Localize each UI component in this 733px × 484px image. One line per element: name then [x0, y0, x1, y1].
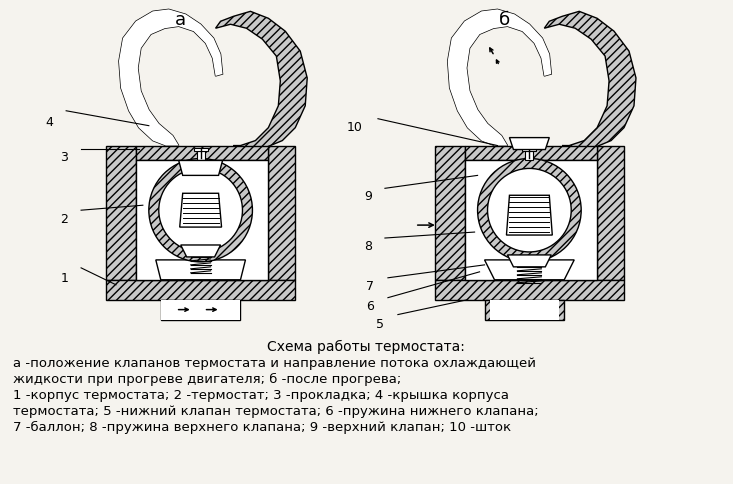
Polygon shape [523, 148, 537, 151]
Polygon shape [465, 161, 597, 280]
Polygon shape [161, 300, 240, 319]
Polygon shape [216, 11, 307, 151]
Circle shape [149, 158, 252, 262]
Polygon shape [136, 161, 268, 280]
Polygon shape [435, 146, 465, 280]
Text: 7: 7 [366, 280, 374, 293]
Polygon shape [507, 255, 551, 267]
Polygon shape [161, 265, 240, 280]
Polygon shape [509, 137, 549, 150]
Polygon shape [465, 146, 597, 161]
Polygon shape [119, 9, 223, 146]
Polygon shape [597, 146, 624, 280]
Text: 4: 4 [45, 116, 54, 129]
Text: Схема работы термостата:: Схема работы термостата: [267, 339, 465, 353]
Polygon shape [448, 9, 551, 146]
Polygon shape [435, 280, 624, 300]
Text: 2: 2 [60, 213, 68, 226]
Polygon shape [490, 300, 559, 319]
Text: 10: 10 [347, 121, 363, 134]
Polygon shape [268, 146, 295, 280]
Text: 3: 3 [60, 151, 68, 164]
Text: жидкости при прогреве двигателя; б -после прогрева;: жидкости при прогреве двигателя; б -посл… [13, 373, 402, 386]
Polygon shape [179, 161, 223, 175]
Text: 9: 9 [364, 190, 372, 203]
Text: термостата; 5 -нижний клапан термостата; 6 -пружина нижнего клапана;: термостата; 5 -нижний клапан термостата;… [13, 405, 539, 418]
Text: 7 -баллон; 8 -пружина верхнего клапана; 9 -верхний клапан; 10 -шток: 7 -баллон; 8 -пружина верхнего клапана; … [13, 421, 512, 434]
Polygon shape [485, 260, 574, 280]
Text: б: б [499, 11, 510, 30]
Polygon shape [106, 146, 136, 280]
Circle shape [478, 158, 581, 262]
Circle shape [159, 168, 243, 252]
Text: 1 -корпус термостата; 2 -термостат; 3 -прокладка; 4 -крышка корпуса: 1 -корпус термостата; 2 -термостат; 3 -п… [13, 389, 509, 402]
Polygon shape [119, 9, 223, 146]
Polygon shape [507, 195, 552, 235]
Polygon shape [485, 300, 564, 319]
Text: 1: 1 [60, 272, 68, 285]
Text: 5: 5 [376, 318, 384, 331]
Polygon shape [448, 9, 551, 146]
Polygon shape [194, 148, 207, 151]
Polygon shape [526, 151, 534, 161]
Polygon shape [196, 151, 205, 161]
Text: а -положение клапанов термостата и направление потока охлаждающей: а -положение клапанов термостата и напра… [13, 357, 537, 370]
Polygon shape [161, 300, 240, 319]
Text: а: а [175, 11, 186, 30]
Polygon shape [106, 280, 295, 300]
Text: 8: 8 [364, 240, 372, 253]
Polygon shape [180, 193, 221, 227]
Polygon shape [545, 11, 636, 151]
Polygon shape [156, 260, 246, 280]
Polygon shape [136, 146, 268, 161]
Polygon shape [166, 300, 235, 319]
Polygon shape [181, 245, 221, 257]
Circle shape [487, 168, 571, 252]
Text: 6: 6 [366, 300, 374, 313]
